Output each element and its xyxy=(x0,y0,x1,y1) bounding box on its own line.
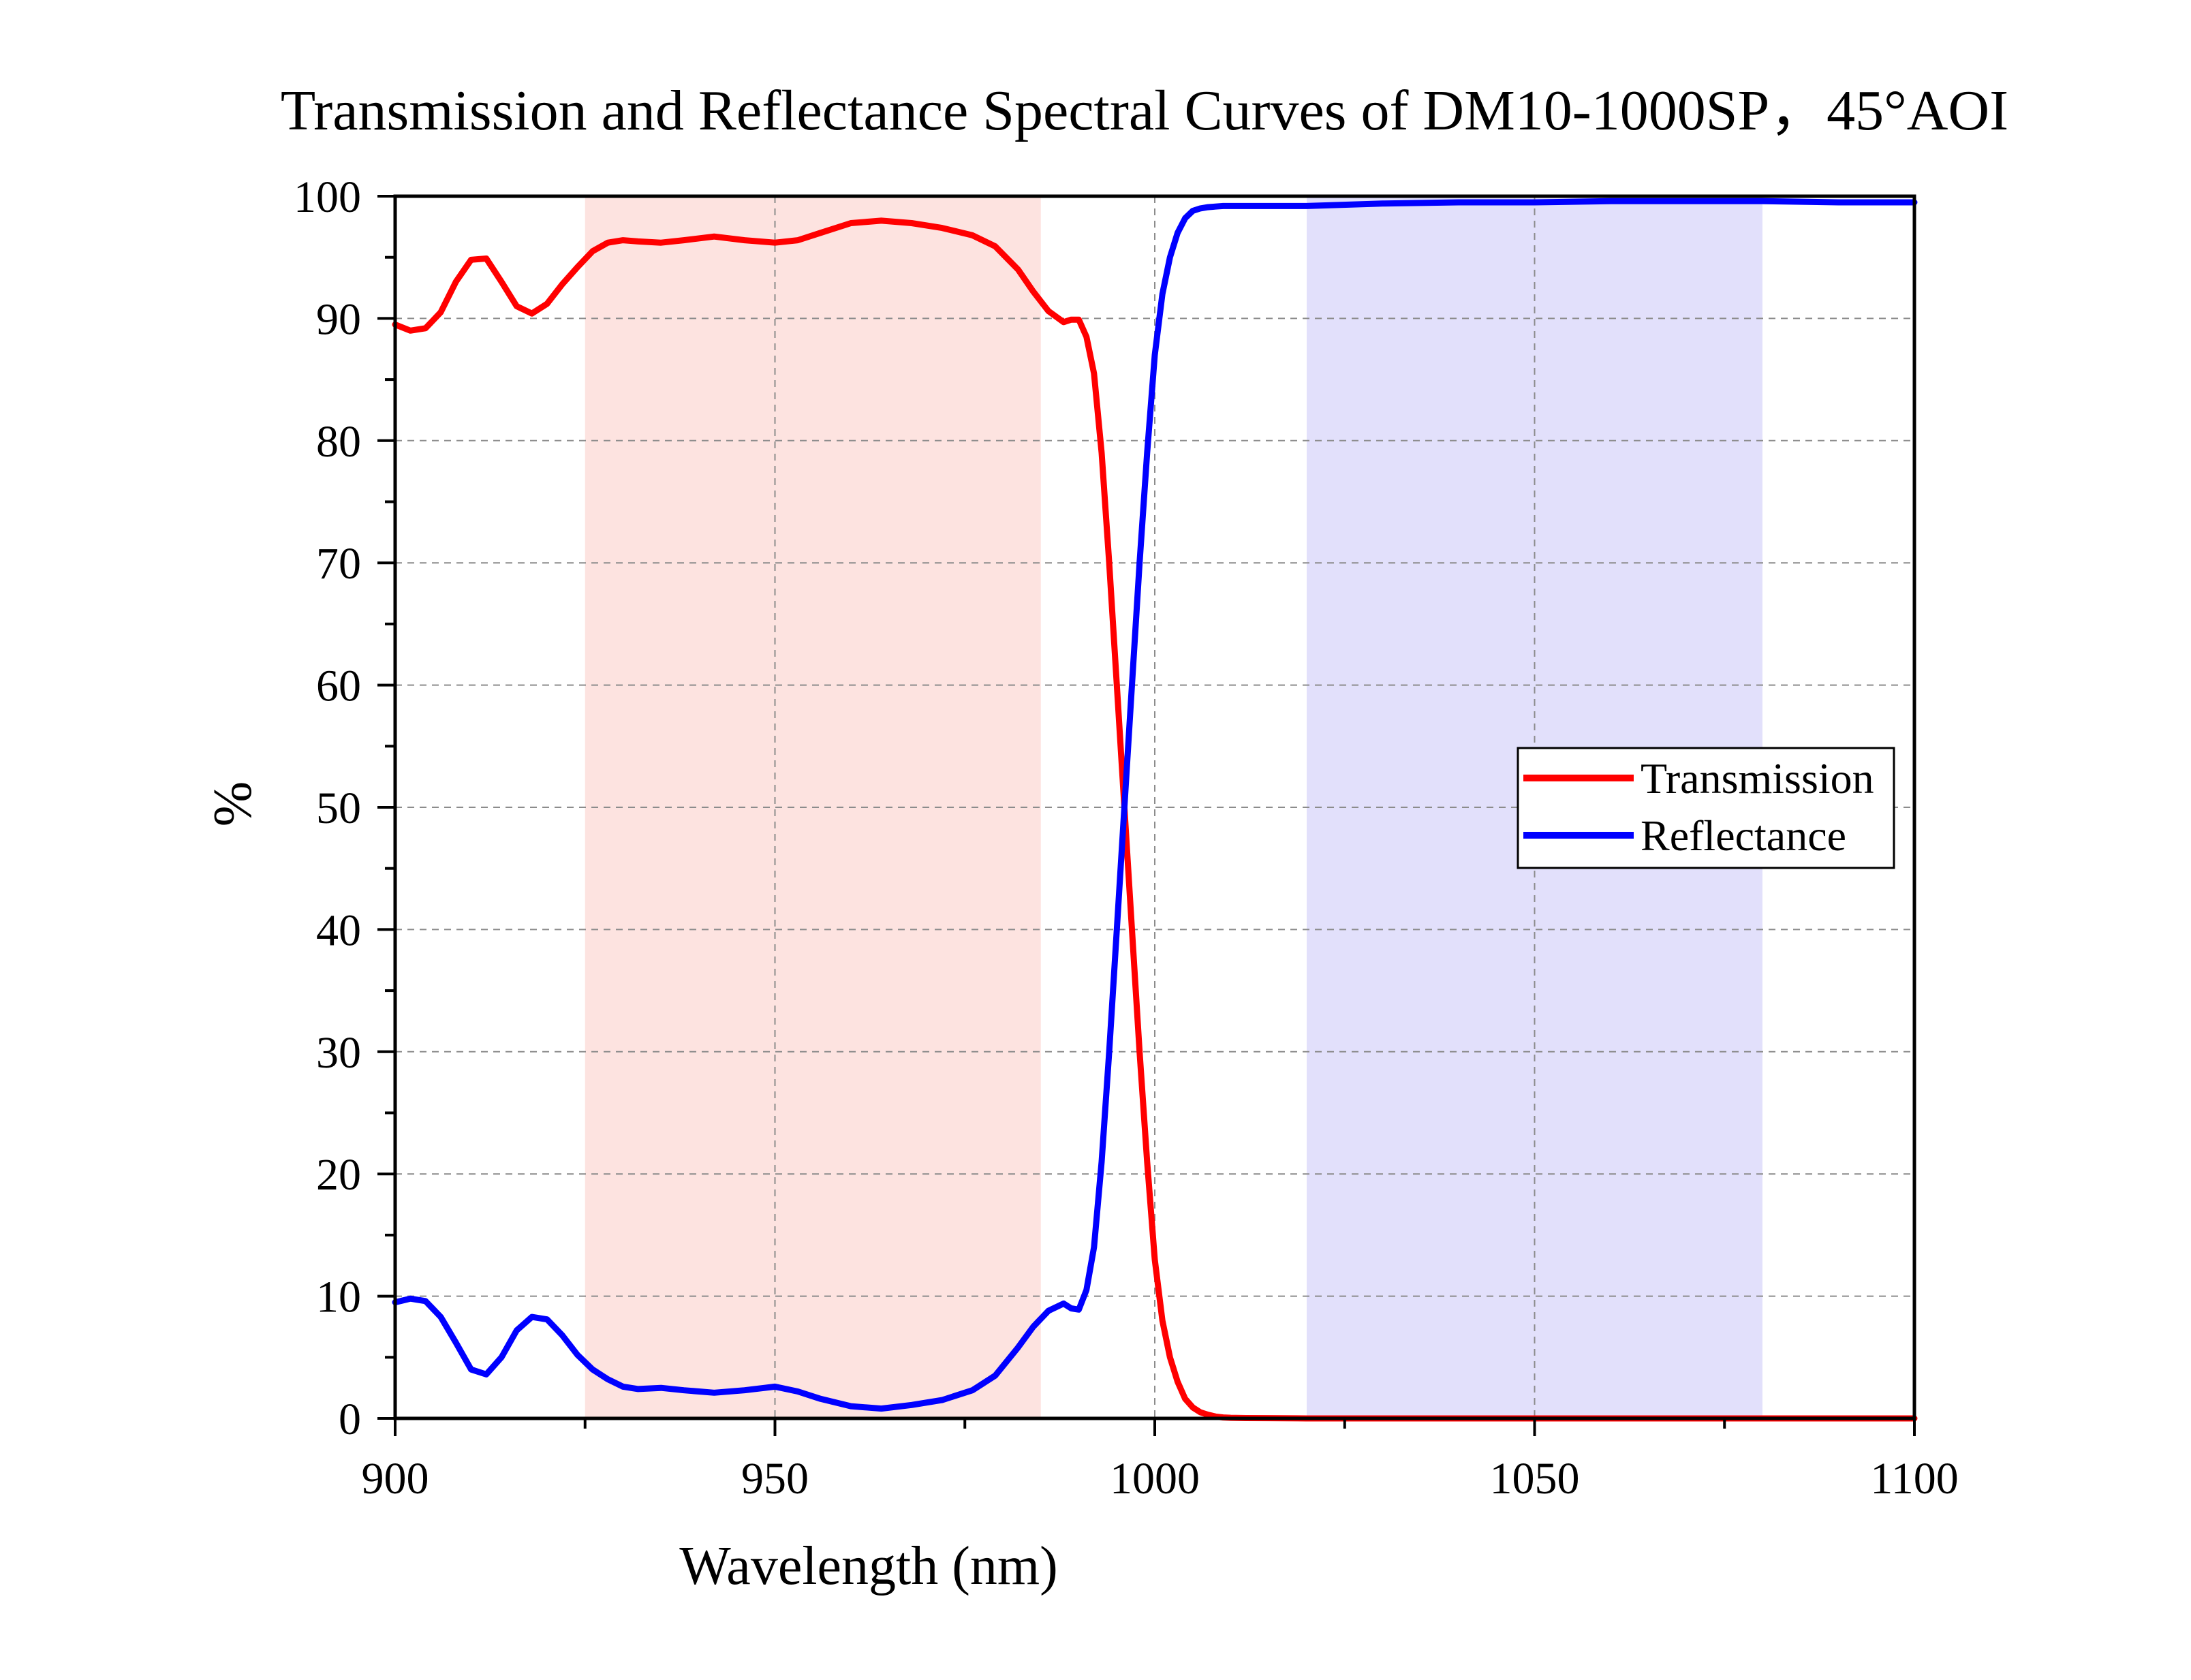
y-tick-label: 0 xyxy=(339,1395,361,1444)
x-tick-label: 1100 xyxy=(1870,1454,1959,1504)
y-tick-label: 20 xyxy=(316,1150,361,1200)
x-tick-labels: 900 950 1000 1050 1100 xyxy=(362,1454,1959,1504)
series-line-reflectance xyxy=(392,198,1918,1412)
legend-label-reflectance: Reflectance xyxy=(1641,811,1846,860)
chart-title: Transmission and Reflectance Spectral Cu… xyxy=(281,79,2008,142)
y-tick-labels: 0 10 20 30 40 50 60 70 80 90 100 xyxy=(294,172,361,1444)
y-tick-label: 100 xyxy=(294,172,361,222)
y-tick-label: 90 xyxy=(316,294,361,344)
x-tick-label: 900 xyxy=(362,1454,429,1504)
legend: Transmission Reflectance xyxy=(1517,747,1895,869)
y-tick-label: 80 xyxy=(316,417,361,467)
y-tick-label: 70 xyxy=(316,539,361,589)
y-tick-label: 10 xyxy=(316,1273,361,1322)
y-axis-title: % xyxy=(203,781,263,827)
y-tick-label: 50 xyxy=(316,783,361,833)
x-tick-label: 1000 xyxy=(1110,1454,1200,1504)
x-tick-label: 1050 xyxy=(1490,1454,1580,1504)
ticks xyxy=(377,195,1916,1436)
y-tick-label: 60 xyxy=(316,662,361,711)
y-tick-label: 30 xyxy=(316,1028,361,1078)
x-axis-title: Wavelength (nm) xyxy=(679,1536,1058,1596)
x-tick-label: 950 xyxy=(741,1454,809,1504)
legend-box xyxy=(1517,747,1895,869)
legend-label-transmission: Transmission xyxy=(1641,754,1874,803)
y-tick-label: 40 xyxy=(316,905,361,955)
